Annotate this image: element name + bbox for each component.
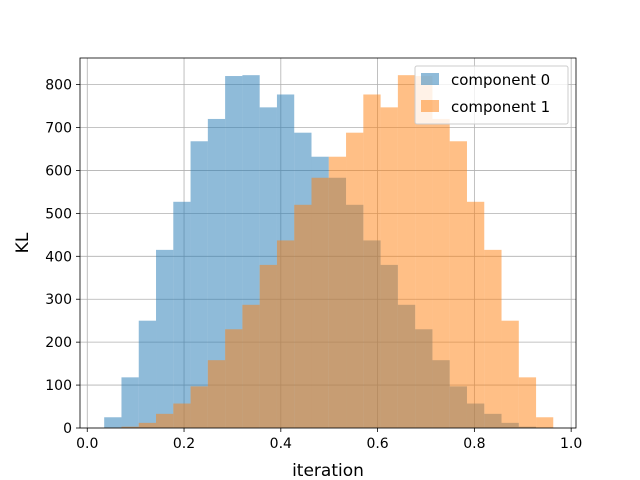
bar-series-0-bin-2 bbox=[138, 320, 157, 428]
x-tick-label-5: 1.0 bbox=[560, 436, 582, 452]
y-tick-label-0: 0 bbox=[63, 421, 72, 437]
bar-series-1-bin-15 bbox=[363, 94, 381, 428]
bar-series-1-bin-12 bbox=[311, 177, 329, 428]
bar-series-1-bin-24 bbox=[518, 377, 537, 428]
bar-series-0-bin-4 bbox=[173, 201, 191, 428]
bar-series-1-bin-22 bbox=[484, 249, 502, 428]
bar-series-1-bin-17 bbox=[397, 75, 416, 428]
y-tick-label-1: 100 bbox=[45, 378, 72, 394]
bar-series-0-bin-0 bbox=[104, 417, 122, 428]
bar-series-1-bin-25 bbox=[536, 417, 554, 428]
bar-series-1-bin-7 bbox=[225, 329, 243, 428]
bar-series-0-bin-6 bbox=[207, 118, 226, 428]
bar-series-1-bin-18 bbox=[415, 76, 433, 429]
bar-series-1-bin-23 bbox=[501, 320, 519, 428]
bar-series-1-bin-3 bbox=[156, 413, 174, 428]
bar-series-1-bin-21 bbox=[466, 201, 485, 428]
legend-frame bbox=[414, 65, 569, 125]
bar-series-1-bin-5 bbox=[190, 386, 208, 428]
bar-series-1-bin-10 bbox=[276, 240, 295, 428]
y-axis-label: KL bbox=[13, 232, 33, 253]
x-tick-label-4: 0.8 bbox=[463, 436, 485, 452]
bar-series-1-bin-4 bbox=[173, 403, 191, 428]
bar-series-0-bin-1 bbox=[121, 377, 139, 428]
x-axis-label: iteration bbox=[292, 461, 364, 480]
bar-series-1-bin-20 bbox=[449, 141, 467, 428]
bar-series-1-bin-16 bbox=[380, 107, 398, 429]
legend-swatch-component-1 bbox=[421, 100, 439, 112]
x-tick-label-3: 0.6 bbox=[366, 436, 388, 452]
bar-series-1-bin-13 bbox=[328, 156, 347, 429]
bar-series-0-bin-3 bbox=[156, 249, 174, 428]
y-tick-label-6: 600 bbox=[45, 163, 72, 179]
bar-series-1-bin-11 bbox=[294, 204, 312, 428]
y-tick-label-5: 500 bbox=[45, 206, 72, 222]
y-tick-label-4: 400 bbox=[45, 249, 72, 265]
y-tick-label-8: 800 bbox=[45, 78, 72, 94]
bar-series-1-bin-8 bbox=[242, 304, 260, 428]
bar-series-1-bin-19 bbox=[432, 118, 450, 428]
legend-swatch-component-0 bbox=[421, 73, 439, 85]
x-tick-label-0: 0.0 bbox=[76, 436, 98, 452]
legend-label-component-0: component 0 bbox=[451, 71, 550, 89]
x-tick-label-2: 0.4 bbox=[270, 436, 292, 452]
bar-series-1-bin-14 bbox=[346, 132, 364, 428]
plot-frame bbox=[79, 57, 577, 429]
histogram-bars bbox=[104, 75, 554, 429]
legend: component 0 component 1 bbox=[414, 65, 569, 125]
y-axis-ticks: 0 100 200 300 400 500 600 700 800 bbox=[45, 78, 80, 437]
bar-series-1-bin-6 bbox=[207, 360, 226, 428]
y-tick-label-3: 300 bbox=[45, 292, 72, 308]
bar-series-1-bin-9 bbox=[259, 264, 277, 428]
bar-series-1-bin-2 bbox=[138, 422, 157, 428]
x-axis-ticks: 0.0 0.2 0.4 0.6 0.8 1.0 bbox=[76, 428, 582, 452]
x-tick-label-1: 0.2 bbox=[173, 436, 195, 452]
series-1-bars bbox=[104, 75, 554, 429]
y-tick-label-7: 700 bbox=[45, 121, 72, 137]
bar-series-1-bin-1 bbox=[121, 426, 139, 428]
y-tick-label-2: 200 bbox=[45, 335, 72, 351]
legend-label-component-1: component 1 bbox=[451, 98, 550, 116]
bar-series-0-bin-5 bbox=[190, 141, 208, 428]
